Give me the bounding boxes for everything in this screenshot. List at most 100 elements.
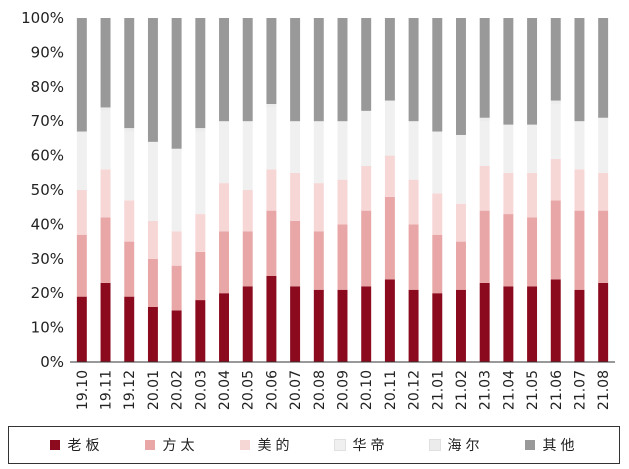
bar-segment (574, 210, 585, 290)
bar-segment (100, 282, 111, 362)
bar-segment (384, 100, 395, 156)
legend-label: 华帝 (352, 438, 389, 454)
x-tick-label: 19.10 (75, 370, 91, 410)
bar-segment (479, 121, 490, 166)
bar-segment (124, 18, 135, 129)
bars (76, 18, 609, 362)
x-tick-label: 20.04 (217, 370, 233, 410)
bar-segment (550, 200, 561, 280)
bar-segment (456, 134, 466, 204)
bar-segment (384, 18, 395, 101)
y-tick-label: 70% (31, 112, 64, 130)
bar-segment (219, 293, 229, 362)
bar-segment (171, 18, 182, 149)
bar-segment (266, 107, 277, 170)
bar-segment (313, 289, 324, 362)
bar-segment (124, 200, 135, 242)
bar-segment (242, 121, 253, 190)
bar-segment (290, 121, 301, 173)
bar-segment (124, 128, 135, 132)
bar-segment (337, 179, 348, 225)
x-tick-label: 20.11 (383, 370, 399, 410)
bar-segment (550, 159, 561, 201)
bar-segment (503, 172, 514, 215)
bar-segment (219, 183, 229, 232)
legend-label: 美的 (257, 438, 294, 454)
legend-swatch (333, 439, 346, 451)
bar-segment (527, 124, 538, 173)
bar-segment (290, 172, 301, 221)
bar-segment (100, 169, 111, 218)
legend-swatch (428, 439, 441, 451)
bar-segment (124, 241, 135, 297)
legend-swatch (524, 440, 535, 450)
bar-segment (76, 190, 87, 235)
stacked-bar-chart: 0%10%20%30%40%50%60%70%80%90%100% 19.10 1… (21, 9, 615, 410)
bar-segment (76, 131, 87, 190)
bar-segment (219, 121, 229, 184)
bar-segment (337, 224, 348, 290)
y-tick-label: 20% (31, 284, 64, 302)
x-tick-label: 20.01 (146, 370, 162, 410)
y-tick-label: 30% (31, 250, 64, 268)
bar-segment (550, 104, 561, 160)
bar-segment (361, 210, 372, 287)
bar-segment (479, 210, 490, 283)
bar-segment (76, 234, 87, 297)
legend-label: 方太 (162, 438, 199, 454)
bar-segment (432, 293, 443, 362)
bar-segment (456, 289, 466, 362)
bar-segment (527, 286, 538, 362)
bar-segment (527, 172, 538, 218)
bar-segment (574, 121, 585, 170)
bar-segment (100, 110, 111, 170)
bar-segment (242, 286, 253, 362)
bar-segment (313, 183, 324, 232)
bar-segment (147, 18, 158, 142)
bar-segment (313, 121, 324, 184)
x-tick-label: 20.05 (241, 370, 257, 410)
x-tick-label: 19.11 (99, 370, 115, 410)
legend-item: 美的 (239, 435, 294, 455)
bar-segment (147, 258, 158, 307)
x-tick-label: 21.03 (478, 370, 494, 410)
y-tick-label: 50% (31, 181, 64, 199)
bar-segment (574, 18, 585, 122)
x-tick-label: 21.02 (454, 370, 470, 410)
bar-segment (195, 251, 206, 301)
bar-segment (432, 131, 443, 194)
legend-swatch (239, 440, 250, 450)
bar-segment (503, 286, 514, 362)
x-tick-label: 21.01 (430, 370, 446, 410)
bar-segment (266, 18, 277, 104)
bar-segment (100, 18, 111, 108)
bar-segment (361, 18, 372, 111)
bar-segment (290, 18, 301, 122)
bar-segment (195, 300, 206, 362)
bar-segment (361, 286, 372, 362)
x-tick-label: 21.08 (596, 370, 612, 410)
x-axis: 19.10 19.11 19.12 20.01 20.02 20.03 20.04 20.05… (70, 361, 615, 410)
y-tick-label: 100% (21, 9, 64, 27)
x-tick-label: 19.12 (122, 370, 138, 410)
bar-segment (195, 131, 206, 215)
bar-segment (384, 196, 395, 280)
bar-segment (337, 289, 348, 362)
bar-segment (479, 282, 490, 362)
bar-segment (432, 193, 443, 235)
bar-segment (313, 231, 324, 290)
y-tick-label: 80% (31, 78, 64, 96)
x-tick-label: 20.02 (170, 370, 186, 410)
x-tick-label: 20.09 (336, 370, 352, 410)
x-tick-label: 20.06 (264, 370, 280, 410)
bar-segment (290, 286, 301, 362)
bar-segment (361, 110, 372, 166)
bar-segment (290, 220, 301, 287)
bar-segment (574, 289, 585, 362)
bar-segment (479, 117, 490, 122)
bar-segment (456, 203, 466, 242)
bar-segment (266, 169, 277, 211)
bar-segment (171, 231, 182, 266)
bar-segment (550, 279, 561, 362)
y-tick-label: 0% (40, 353, 64, 371)
